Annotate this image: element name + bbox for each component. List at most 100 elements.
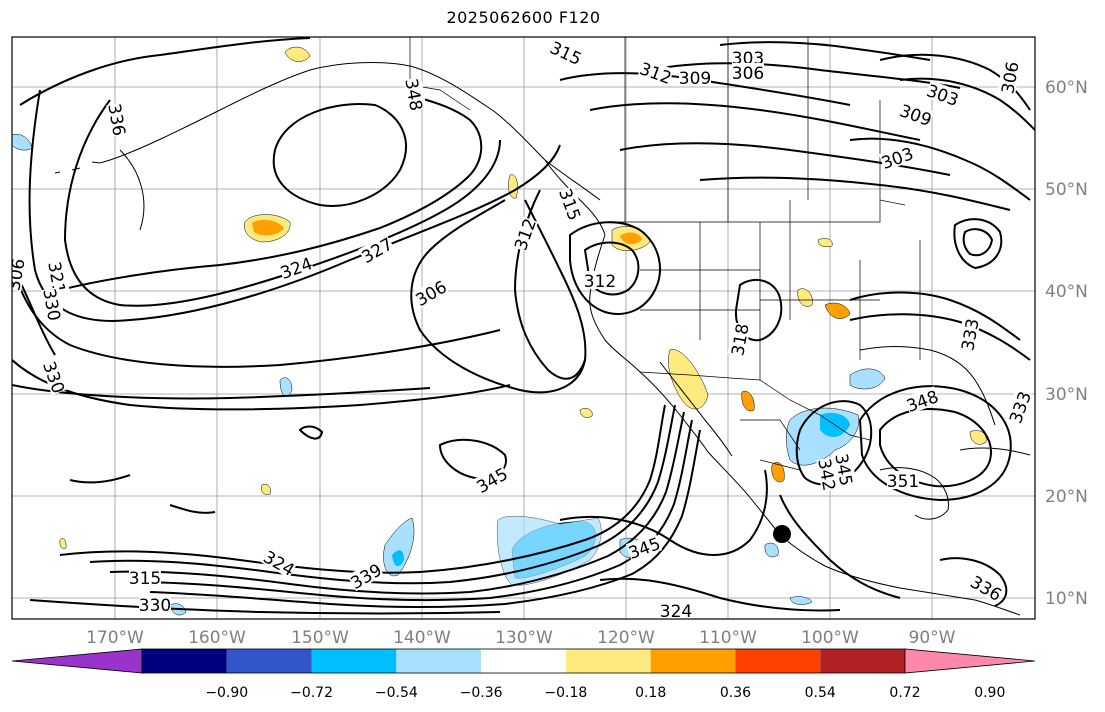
- map-title: 2025062600 F120: [446, 8, 601, 27]
- longitude-labels: 170°W 160°W 150°W 140°W 130°W 120°W 110°W 100°W…: [86, 628, 956, 648]
- contour-306-arc: [19, 37, 483, 291]
- contour-324: [12, 359, 511, 411]
- contour-label: 318: [727, 322, 754, 358]
- svg-text:306: 306: [4, 257, 29, 292]
- lon-label: 120°W: [597, 628, 655, 648]
- canada-us-border: [608, 199, 906, 223]
- contour-us-east-1: [849, 291, 1021, 341]
- contour-us-east-2: [849, 313, 1031, 361]
- svg-text:312: 312: [511, 216, 541, 253]
- contour-label: 315: [546, 37, 585, 70]
- contour-label: 306: [732, 63, 764, 84]
- contour-label: 345: [473, 463, 512, 498]
- contour-label: 306: [412, 276, 451, 311]
- colorbar-tick-label: 0.18: [635, 685, 666, 701]
- lat-label: 30°N: [1045, 385, 1088, 405]
- svg-text:336: 336: [103, 102, 128, 137]
- pos-region-north-pacific-core: [252, 219, 284, 236]
- contour-label: 336: [103, 102, 130, 138]
- svg-text:333: 333: [1006, 389, 1036, 426]
- canada-provinces: [624, 37, 881, 222]
- contour-ne-high-2: [962, 228, 994, 257]
- contour-belt-5: [149, 429, 701, 608]
- pos-region-bc: [508, 174, 518, 199]
- graticule: [12, 37, 1035, 619]
- contour-label: 306: [997, 60, 1024, 96]
- colorbar-segment: [481, 649, 566, 673]
- contour-label: 315: [554, 185, 585, 223]
- svg-text:315: 315: [546, 38, 584, 70]
- contour-belt-3: [109, 411, 685, 595]
- contour-canada-2: [589, 102, 921, 141]
- colorbar-tick-label: −0.72: [290, 685, 333, 701]
- colorbar-segment: [142, 649, 227, 673]
- pos-region-plains: [797, 288, 813, 307]
- colorbar-segment: [820, 649, 905, 673]
- contour-label: 309: [897, 100, 935, 131]
- colorbar-tick-label: −0.54: [375, 685, 418, 701]
- contour-label: 306: [4, 257, 30, 293]
- contour-bottom-right: [939, 557, 1008, 607]
- svg-text:324: 324: [259, 547, 297, 581]
- contour-label: 309: [679, 68, 711, 89]
- yucatan-coast: [879, 467, 949, 520]
- lat-label: 10°N: [1045, 589, 1088, 609]
- svg-text:351: 351: [887, 472, 919, 492]
- gulf-of-california: [659, 361, 733, 457]
- svg-text:306: 306: [732, 64, 764, 84]
- pos-region-small-1: [579, 408, 593, 418]
- pos-region-mexico-2: [771, 462, 785, 483]
- contour-label: 330: [38, 358, 69, 396]
- aleutian-islands: [54, 159, 111, 174]
- alaska-coast: [109, 62, 601, 201]
- svg-text:312: 312: [637, 59, 674, 89]
- neg-region-small-2: [789, 596, 813, 605]
- lat-label: 60°N: [1045, 78, 1088, 98]
- lon-label: 140°W: [393, 628, 451, 648]
- lat-label: 20°N: [1045, 487, 1088, 507]
- colorbar-tick-label: 0.36: [720, 685, 751, 701]
- contour-us-west-1: [569, 221, 661, 315]
- svg-text:345: 345: [473, 464, 511, 498]
- colorbar-segment: [650, 649, 736, 673]
- lat-label: 50°N: [1045, 180, 1088, 200]
- colorbar-tick-label: 0.90: [974, 685, 1005, 701]
- contour-label: 348: [400, 77, 427, 113]
- pos-region-idaho-core: [620, 232, 642, 245]
- contour-top-309: [649, 62, 961, 89]
- svg-text:318: 318: [728, 322, 753, 357]
- contour-label: 303: [878, 143, 916, 174]
- pos-region-baja: [668, 349, 709, 410]
- colorbar-tick-labels: −0.90 −0.72 −0.54 −0.36 −0.18 0.18 0.36 0.54 0.7…: [205, 685, 1005, 701]
- contour-label: 315: [129, 568, 161, 589]
- contour-ne-306: [879, 53, 1031, 111]
- colorbar-segment: [565, 649, 651, 673]
- svg-text:309: 309: [897, 101, 934, 131]
- neg-region-west: [383, 517, 415, 577]
- contour-ne-321: [849, 137, 1031, 201]
- pos-region-gulf-coast: [969, 430, 987, 445]
- colorbar-tick-label: 0.54: [805, 685, 836, 701]
- svg-text:348: 348: [904, 387, 941, 417]
- contour-mexico-inner: [795, 400, 873, 486]
- contour-belt-1: [59, 404, 666, 574]
- lon-label: 160°W: [188, 628, 246, 648]
- svg-text:315: 315: [554, 186, 584, 223]
- us-states: [640, 200, 921, 380]
- colorbar-segment: [396, 649, 482, 673]
- contour-327: [12, 384, 431, 400]
- contour-309-arc: [63, 99, 501, 307]
- contour-303-low: [272, 103, 407, 207]
- svg-text:330: 330: [38, 287, 63, 322]
- alaska-canada-border: [409, 37, 471, 111]
- contour-belt-2: [89, 404, 676, 585]
- colorbar-tick-label: −0.90: [205, 685, 248, 701]
- contour-label: 312: [637, 58, 675, 89]
- colorbar-max-arrow: [904, 648, 1036, 674]
- lon-label: 150°W: [291, 628, 349, 648]
- contour-label: 348: [903, 386, 941, 417]
- contour-348-ring: [858, 385, 1012, 502]
- neg-region-ne-pacific: [12, 134, 33, 151]
- west-coast-us: [589, 234, 641, 373]
